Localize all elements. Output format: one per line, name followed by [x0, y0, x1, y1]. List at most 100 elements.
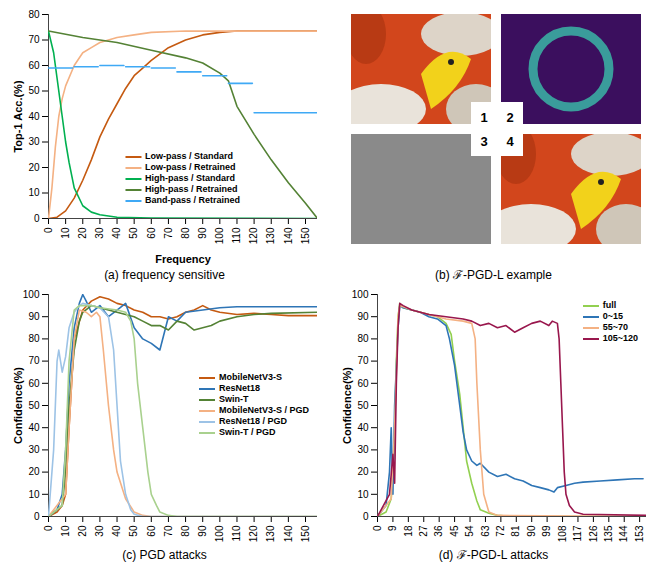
html-text:(b) ℱ-PGD-L example: (b) ℱ-PGD-L example	[435, 268, 552, 282]
svg-text:30: 30	[357, 444, 369, 455]
svg-text:80: 80	[180, 525, 191, 537]
svg-text:90: 90	[28, 311, 40, 322]
svg-text:27: 27	[418, 525, 429, 537]
svg-text:100: 100	[214, 227, 225, 244]
svg-text:0: 0	[34, 213, 40, 224]
svg-text:10: 10	[28, 489, 40, 500]
svg-text:45: 45	[449, 525, 460, 537]
svg-text:117: 117	[572, 525, 583, 541]
svg-text:99: 99	[541, 525, 552, 537]
svg-text:120: 120	[248, 227, 259, 244]
svg-text:0: 0	[372, 525, 383, 531]
html-text:(a) frequency sensitive: (a) frequency sensitive	[104, 268, 225, 282]
svg-text:60: 60	[146, 227, 157, 239]
svg-text:126: 126	[588, 525, 599, 542]
svg-text:30: 30	[28, 136, 40, 147]
svg-text:50: 50	[128, 525, 139, 537]
html-text:Band-pass / Retrained: Band-pass / Retrained	[145, 195, 240, 205]
svg-text:80: 80	[357, 333, 369, 344]
svg-text:40: 40	[28, 422, 40, 433]
svg-text:153: 153	[634, 525, 645, 542]
svg-text:40: 40	[111, 227, 122, 239]
svg-text:80: 80	[28, 333, 40, 344]
svg-text:Confidence(%): Confidence(%)	[12, 367, 24, 444]
svg-text:60: 60	[357, 378, 369, 389]
svg-text:120: 120	[248, 525, 259, 542]
svg-text:110: 110	[231, 525, 242, 541]
svg-text:30: 30	[94, 525, 105, 537]
svg-text:Top-1 Acc.(%): Top-1 Acc.(%)	[12, 80, 24, 152]
svg-text:0: 0	[34, 511, 40, 522]
svg-text:20: 20	[28, 466, 40, 477]
svg-text:130: 130	[265, 227, 276, 244]
svg-text:18: 18	[403, 525, 414, 537]
svg-text:3: 3	[480, 134, 487, 149]
html-text:(c) PGD attacks: (c) PGD attacks	[122, 548, 207, 562]
svg-text:81: 81	[510, 525, 521, 537]
html-text:(d) ℱ-PGD-L attacks: (d) ℱ-PGD-L attacks	[438, 548, 549, 562]
svg-text:30: 30	[94, 227, 105, 239]
svg-text:90: 90	[197, 525, 208, 537]
html-text:ResNet18: ResNet18	[219, 383, 260, 393]
svg-text:70: 70	[163, 525, 174, 537]
svg-text:70: 70	[28, 355, 40, 366]
svg-text:1: 1	[480, 110, 487, 125]
svg-text:9: 9	[387, 525, 398, 531]
svg-text:140: 140	[283, 227, 294, 244]
svg-text:50: 50	[28, 400, 40, 411]
html-text:MobileNetV3-S: MobileNetV3-S	[219, 372, 282, 382]
svg-text:100: 100	[352, 289, 369, 300]
svg-text:144: 144	[618, 525, 629, 542]
svg-text:4: 4	[506, 134, 514, 149]
svg-text:0: 0	[43, 525, 54, 531]
html-text:High-pass / Retrained: High-pass / Retrained	[145, 184, 238, 194]
svg-text:130: 130	[265, 525, 276, 542]
svg-text:30: 30	[28, 444, 40, 455]
svg-text:10: 10	[357, 489, 369, 500]
svg-text:0: 0	[43, 227, 54, 233]
html-text:Low-pass / Standard: Low-pass / Standard	[145, 151, 233, 161]
svg-text:90: 90	[197, 227, 208, 239]
svg-text:90: 90	[526, 525, 537, 537]
svg-text:110: 110	[231, 227, 242, 243]
svg-text:80: 80	[180, 227, 191, 239]
svg-text:10: 10	[60, 227, 71, 239]
svg-text:50: 50	[128, 227, 139, 239]
svg-text:40: 40	[28, 111, 40, 122]
svg-text:63: 63	[480, 525, 491, 537]
svg-text:72: 72	[495, 525, 506, 537]
svg-text:60: 60	[28, 378, 40, 389]
svg-text:135: 135	[603, 525, 614, 542]
svg-text:40: 40	[357, 422, 369, 433]
svg-text:50: 50	[28, 85, 40, 96]
svg-text:150: 150	[300, 227, 311, 244]
svg-text:40: 40	[111, 525, 122, 537]
html-text:High-pass / Standard: High-pass / Standard	[145, 173, 235, 183]
svg-text:70: 70	[357, 355, 369, 366]
svg-text:Confidence(%): Confidence(%)	[341, 367, 353, 444]
svg-text:54: 54	[464, 525, 475, 537]
svg-text:100: 100	[23, 289, 40, 300]
svg-text:20: 20	[77, 525, 88, 537]
svg-text:150: 150	[300, 525, 311, 542]
svg-text:108: 108	[557, 525, 568, 542]
svg-text:20: 20	[77, 227, 88, 239]
svg-text:70: 70	[163, 227, 174, 239]
svg-text:100: 100	[214, 525, 225, 542]
svg-text:60: 60	[28, 60, 40, 71]
svg-text:50: 50	[357, 400, 369, 411]
svg-text:70: 70	[28, 34, 40, 45]
svg-text:36: 36	[433, 525, 444, 537]
svg-text:20: 20	[28, 162, 40, 173]
svg-text:60: 60	[146, 525, 157, 537]
svg-text:80: 80	[28, 9, 40, 20]
svg-text:90: 90	[357, 311, 369, 322]
html-text:Low-pass / Retrained: Low-pass / Retrained	[145, 162, 236, 172]
svg-text:20: 20	[357, 466, 369, 477]
svg-text:10: 10	[28, 187, 40, 198]
svg-text:10: 10	[60, 525, 71, 537]
svg-text:Frequency: Frequency	[155, 253, 212, 265]
svg-text:2: 2	[506, 110, 513, 125]
svg-text:0: 0	[363, 511, 369, 522]
svg-text:140: 140	[283, 525, 294, 542]
